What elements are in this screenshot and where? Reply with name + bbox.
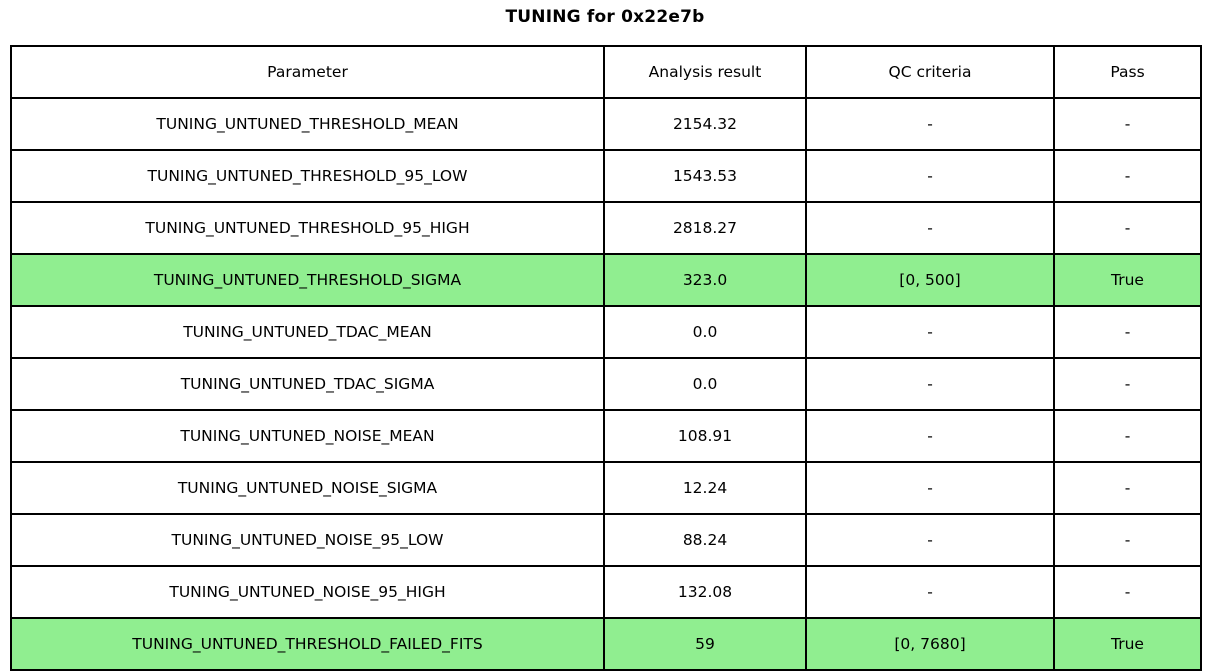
cell-pass: True [1053, 617, 1202, 671]
table-row: TUNING_UNTUNED_TDAC_SIGMA 0.0- - [10, 357, 1202, 411]
table-row: TUNING_UNTUNED_THRESHOLD_95_LOW 1543.53- - [10, 149, 1202, 203]
table-row: TUNING_UNTUNED_THRESHOLD_MEAN 2154.32- - [10, 97, 1202, 151]
cell-qc-criteria: - [805, 97, 1055, 151]
cell-parameter: TUNING_UNTUNED_THRESHOLD_95_LOW [10, 149, 605, 203]
table-row: TUNING_UNTUNED_NOISE_95_HIGH 132.08- - [10, 565, 1202, 619]
cell-pass: True [1053, 253, 1202, 307]
cell-pass: - [1053, 513, 1202, 567]
table-row: TUNING_UNTUNED_THRESHOLD_SIGMA 323.0 [0, 5… [10, 253, 1202, 307]
cell-parameter: TUNING_UNTUNED_THRESHOLD_95_HIGH [10, 201, 605, 255]
cell-analysis-result: 88.24 [603, 513, 807, 567]
cell-analysis-result: 12.24 [603, 461, 807, 515]
cell-pass: - [1053, 461, 1202, 515]
cell-analysis-result: 0.0 [603, 305, 807, 359]
cell-pass: - [1053, 149, 1202, 203]
cell-parameter: TUNING_UNTUNED_NOISE_95_LOW [10, 513, 605, 567]
cell-parameter: TUNING_UNTUNED_THRESHOLD_FAILED_FITS [10, 617, 605, 671]
table-row: TUNING_UNTUNED_NOISE_SIGMA 12.24- - [10, 461, 1202, 515]
cell-qc-criteria: - [805, 201, 1055, 255]
cell-qc-criteria: - [805, 149, 1055, 203]
column-header-pass: Pass [1053, 45, 1202, 99]
qc-results-table: Parameter Analysis result QC criteria Pa… [10, 45, 1202, 671]
column-header-parameter: Parameter [10, 45, 605, 99]
cell-analysis-result: 323.0 [603, 253, 807, 307]
cell-pass: - [1053, 201, 1202, 255]
cell-pass: - [1053, 97, 1202, 151]
table-row: TUNING_UNTUNED_NOISE_95_LOW 88.24- - [10, 513, 1202, 567]
column-header-analysis-result: Analysis result [603, 45, 807, 99]
cell-analysis-result: 59 [603, 617, 807, 671]
table-row: TUNING_UNTUNED_THRESHOLD_FAILED_FITS 59 [0… [10, 617, 1202, 671]
table-body: TUNING_UNTUNED_THRESHOLD_MEAN 2154.32- - TU… [10, 97, 1202, 671]
cell-pass: - [1053, 409, 1202, 463]
cell-parameter: TUNING_UNTUNED_NOISE_MEAN [10, 409, 605, 463]
table-row: TUNING_UNTUNED_NOISE_MEAN 108.91- - [10, 409, 1202, 463]
cell-qc-criteria: - [805, 461, 1055, 515]
cell-pass: - [1053, 305, 1202, 359]
cell-qc-criteria: - [805, 513, 1055, 567]
qc-report-figure: TUNING for 0x22e7b Parameter Analysis re… [10, 7, 1202, 671]
cell-analysis-result: 1543.53 [603, 149, 807, 203]
cell-parameter: TUNING_UNTUNED_TDAC_SIGMA [10, 357, 605, 411]
table-row: TUNING_UNTUNED_THRESHOLD_95_HIGH 2818.27-… [10, 201, 1202, 255]
cell-qc-criteria: - [805, 305, 1055, 359]
cell-analysis-result: 132.08 [603, 565, 807, 619]
cell-parameter: TUNING_UNTUNED_NOISE_SIGMA [10, 461, 605, 515]
cell-qc-criteria: - [805, 357, 1055, 411]
cell-pass: - [1053, 357, 1202, 411]
cell-analysis-result: 108.91 [603, 409, 807, 463]
cell-parameter: TUNING_UNTUNED_NOISE_95_HIGH [10, 565, 605, 619]
table-header-row: Parameter Analysis result QC criteria Pa… [10, 45, 1202, 99]
cell-pass: - [1053, 565, 1202, 619]
cell-qc-criteria: [0, 7680] [805, 617, 1055, 671]
cell-qc-criteria: - [805, 565, 1055, 619]
cell-analysis-result: 2818.27 [603, 201, 807, 255]
column-header-qc-criteria: QC criteria [805, 45, 1055, 99]
cell-analysis-result: 0.0 [603, 357, 807, 411]
table-row: TUNING_UNTUNED_TDAC_MEAN 0.0- - [10, 305, 1202, 359]
page-title: TUNING for 0x22e7b [505, 7, 705, 27]
cell-parameter: TUNING_UNTUNED_THRESHOLD_MEAN [10, 97, 605, 151]
cell-analysis-result: 2154.32 [603, 97, 807, 151]
cell-parameter: TUNING_UNTUNED_THRESHOLD_SIGMA [10, 253, 605, 307]
cell-qc-criteria: [0, 500] [805, 253, 1055, 307]
cell-qc-criteria: - [805, 409, 1055, 463]
table-header: Parameter Analysis result QC criteria Pa… [10, 45, 1202, 99]
cell-parameter: TUNING_UNTUNED_TDAC_MEAN [10, 305, 605, 359]
